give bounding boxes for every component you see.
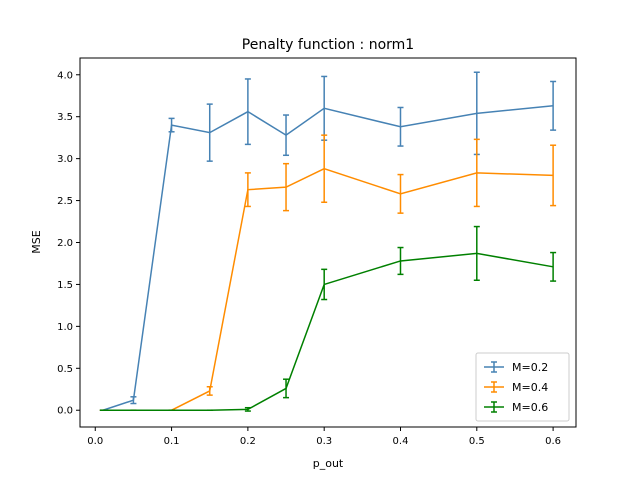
y-tick-label: 0.5 bbox=[57, 364, 73, 375]
series-layer bbox=[99, 71, 557, 412]
y-tick-label: 1.0 bbox=[57, 322, 73, 333]
y-tick-label: 4.0 bbox=[57, 70, 73, 81]
x-tick-label: 0.4 bbox=[393, 436, 409, 447]
x-axis: 0.0 0.1 0.2 0.3 0.4 0.5 0.6 bbox=[87, 427, 561, 447]
error-bar bbox=[473, 225, 480, 281]
legend-label: M=0.4 bbox=[512, 381, 548, 394]
error-bar bbox=[283, 378, 290, 399]
series-3 bbox=[99, 225, 557, 412]
error-bar bbox=[321, 268, 328, 301]
series-line bbox=[102, 105, 554, 411]
error-bar bbox=[283, 162, 290, 212]
error-bar bbox=[321, 134, 328, 203]
y-tick-label: 3.5 bbox=[57, 112, 73, 123]
y-tick-label: 3.0 bbox=[57, 154, 73, 165]
y-tick-label: 0.0 bbox=[57, 406, 73, 417]
error-bar bbox=[550, 144, 557, 207]
y-tick-label: 2.0 bbox=[57, 238, 73, 249]
legend-item: M=0.6 bbox=[484, 401, 548, 414]
error-bar bbox=[397, 173, 404, 214]
legend-label: M=0.2 bbox=[512, 361, 548, 374]
error-bar bbox=[244, 406, 251, 412]
legend-item: M=0.2 bbox=[484, 361, 548, 374]
series-1 bbox=[99, 71, 557, 411]
error-bar bbox=[550, 251, 557, 282]
legend-item: M=0.4 bbox=[484, 381, 548, 394]
error-bar bbox=[244, 172, 251, 208]
y-axis-label: MSE bbox=[30, 230, 43, 253]
x-tick-label: 0.3 bbox=[316, 436, 332, 447]
error-bar bbox=[473, 138, 480, 208]
error-bar bbox=[397, 106, 404, 147]
x-tick-label: 0.6 bbox=[545, 436, 561, 447]
error-bar bbox=[283, 114, 290, 157]
legend: M=0.2 M=0.4 M=0.6 bbox=[475, 352, 570, 422]
error-bar bbox=[168, 117, 175, 133]
error-bar bbox=[244, 78, 251, 146]
y-axis: 0.0 0.5 1.0 1.5 2.0 2.5 3.0 3.5 4.0 bbox=[57, 70, 80, 417]
legend-label: M=0.6 bbox=[512, 401, 548, 414]
error-bar bbox=[130, 396, 137, 405]
error-bar bbox=[550, 80, 557, 131]
y-tick-label: 2.5 bbox=[57, 196, 73, 207]
error-bar bbox=[397, 246, 404, 276]
x-tick-label: 0.5 bbox=[469, 436, 485, 447]
x-tick-label: 0.2 bbox=[240, 436, 256, 447]
x-tick-label: 0.1 bbox=[164, 436, 180, 447]
legend-frame bbox=[475, 352, 570, 422]
error-bar bbox=[206, 103, 213, 162]
error-bar bbox=[206, 385, 213, 396]
x-tick-label: 0.0 bbox=[87, 436, 103, 447]
y-tick-label: 1.5 bbox=[57, 280, 73, 291]
series-line bbox=[102, 252, 554, 411]
chart-title: Penalty function : norm1 bbox=[242, 37, 414, 53]
x-axis-label: p_out bbox=[313, 457, 344, 470]
